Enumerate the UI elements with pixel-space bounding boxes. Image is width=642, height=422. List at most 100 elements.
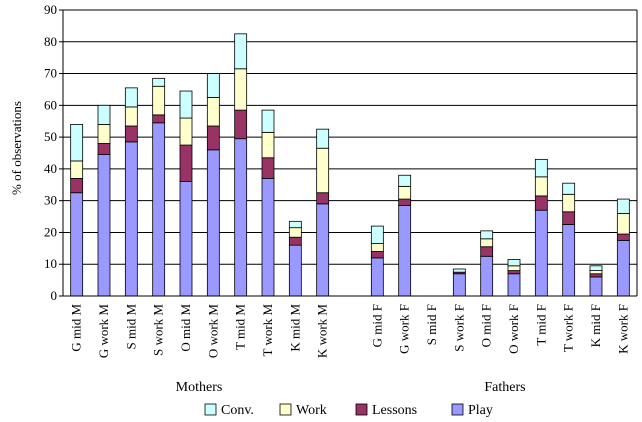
- bar-segment-conv: [288, 220, 302, 229]
- bar-segment-lessons: [398, 198, 412, 206]
- x-tick-label: T work M: [260, 304, 275, 357]
- bar-segment-work: [616, 212, 630, 235]
- x-tick-label: T mid F: [533, 304, 548, 346]
- bar-segment-conv: [398, 174, 412, 187]
- bar-segment-play: [480, 255, 494, 297]
- bar-segment-conv: [97, 104, 111, 125]
- bar-segment-play: [398, 205, 412, 297]
- bar-segment-play: [452, 273, 466, 297]
- y-tick-label: 0: [51, 288, 58, 303]
- bar-segment-conv: [480, 230, 494, 240]
- bar-segment-work: [152, 85, 166, 116]
- bar-segment-lessons: [534, 195, 548, 211]
- x-tick-label: S work F: [451, 304, 466, 352]
- bar-segment-play: [234, 138, 248, 297]
- bar-segment-lessons: [370, 251, 384, 259]
- bar-segment-lessons: [97, 143, 111, 155]
- bar-segment-play: [97, 154, 111, 297]
- legend-label: Lessons: [372, 403, 417, 418]
- bar-segment-lessons: [589, 273, 603, 278]
- bar-segment-lessons: [616, 233, 630, 241]
- bar-segment-lessons: [562, 211, 576, 225]
- x-tick-label: K mid F: [588, 304, 603, 347]
- bar-segment-work: [97, 124, 111, 144]
- bar-segment-play: [288, 244, 302, 297]
- legend-label: Play: [468, 403, 493, 418]
- y-tick-label: 70: [44, 66, 57, 81]
- bar-segment-conv: [261, 109, 275, 133]
- bar-segment-work: [398, 185, 412, 200]
- bar-segment-play: [261, 178, 275, 297]
- bar-segment-lessons: [70, 178, 84, 194]
- bar-segment-work: [234, 68, 248, 111]
- bar-segment-play: [316, 203, 330, 297]
- x-tick-label: O mid M: [178, 304, 193, 352]
- bar-segment-work: [124, 106, 138, 127]
- bar-segment-conv: [507, 259, 521, 267]
- bar-segment-conv: [316, 128, 330, 149]
- bar-segment-lessons: [234, 109, 248, 140]
- legend: Conv. Work Lessons Play: [204, 403, 493, 418]
- y-tick-label: 30: [44, 193, 57, 208]
- y-tick-labels: 0 10 20 30 40 50 60 70 80 90: [44, 2, 57, 303]
- bar-segment-play: [616, 239, 630, 297]
- x-tick-label: G work F: [397, 304, 412, 354]
- bar-segment-conv: [562, 182, 576, 195]
- bar-segment-conv: [179, 90, 193, 119]
- bar-segment-conv: [370, 225, 384, 244]
- bar-segment-lessons: [206, 125, 220, 151]
- x-tick-label: O work F: [506, 304, 521, 354]
- y-tick-label: 90: [44, 2, 57, 17]
- bar-segment-conv: [534, 158, 548, 178]
- bar-segment-lessons: [261, 157, 275, 179]
- axes: [62, 10, 638, 297]
- bar-segment-play: [179, 181, 193, 297]
- x-tick-label: K work M: [315, 304, 330, 359]
- bar-segment-lessons: [507, 270, 521, 275]
- bar-segment-play: [370, 257, 384, 297]
- bar-segment-play: [124, 141, 138, 297]
- bar-segment-work: [589, 270, 603, 275]
- legend-label: Work: [296, 403, 327, 418]
- y-tick-label: 40: [44, 161, 57, 176]
- bar-segment-conv: [124, 87, 138, 108]
- legend-swatch: [451, 403, 464, 416]
- y-axis-label: % of observations: [9, 101, 24, 195]
- legend-swatch: [279, 403, 292, 416]
- bar-segment-work: [288, 227, 302, 238]
- bar-segment-work: [562, 193, 576, 213]
- x-tick-label: O work M: [205, 304, 220, 359]
- x-tick-label: O mid F: [479, 304, 494, 347]
- bars: [70, 33, 630, 297]
- bar-segment-lessons: [316, 192, 330, 205]
- bar-segment-play: [562, 224, 576, 297]
- x-tick-label: G mid F: [369, 304, 384, 347]
- bar-segment-work: [206, 96, 220, 127]
- x-tick-labels: G mid M G work M S mid M S work M O mid M O w…: [69, 304, 631, 359]
- bar-segment-conv: [70, 124, 84, 162]
- bar-segment-work: [261, 131, 275, 159]
- x-tick-label: S mid M: [123, 304, 138, 350]
- x-tick-label: S mid F: [424, 304, 439, 345]
- bar-segment-lessons: [480, 246, 494, 257]
- y-tick-label: 60: [44, 97, 57, 112]
- bar-segment-work: [179, 117, 193, 146]
- bar-segment-work: [70, 160, 84, 179]
- bar-segment-lessons: [288, 236, 302, 246]
- x-tick-label: K mid M: [287, 304, 302, 352]
- bar-segment-work: [534, 176, 548, 197]
- y-tick-label: 80: [44, 34, 57, 49]
- x-tick-label: K work F: [615, 304, 630, 354]
- bar-segment-play: [70, 192, 84, 297]
- group-label-mothers: Mothers: [176, 380, 223, 395]
- bar-segment-work: [316, 147, 330, 194]
- bar-segment-lessons: [124, 125, 138, 143]
- bar-segment-play: [589, 276, 603, 297]
- bar-segment-conv: [589, 265, 603, 271]
- legend-swatch: [355, 403, 368, 416]
- bar-segment-conv: [616, 198, 630, 214]
- bar-segment-work: [370, 243, 384, 252]
- gridlines: [59, 9, 637, 297]
- bar-segment-lessons: [179, 144, 193, 183]
